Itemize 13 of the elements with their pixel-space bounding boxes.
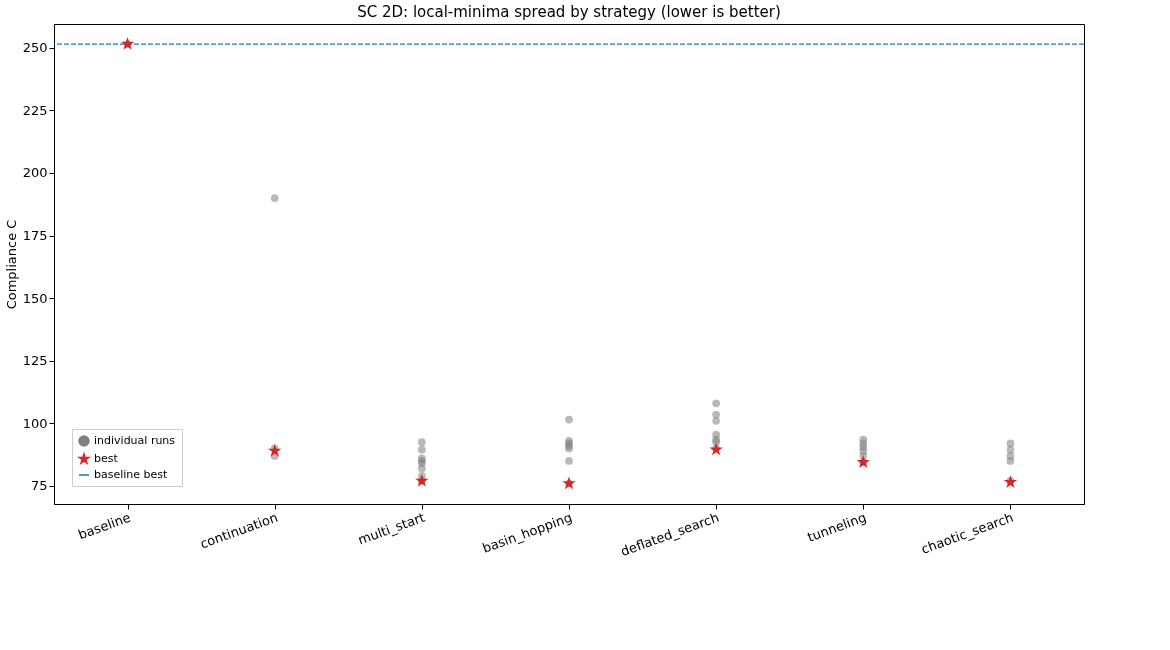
- y-tick-label: 125: [22, 353, 48, 369]
- y-axis-title: Compliance C: [3, 219, 19, 310]
- legend-label: baseline best: [94, 468, 169, 481]
- legend-label: individual runs: [94, 434, 176, 447]
- y-tick-label: 75: [30, 478, 48, 494]
- legend-label: best: [94, 452, 119, 465]
- y-tick-label: 200: [22, 165, 48, 181]
- y-tick-label: 250: [22, 40, 48, 56]
- y-tick-label: 225: [22, 102, 48, 118]
- y-tick-label: 150: [22, 290, 48, 306]
- chart-title: SC 2D: local-minima spread by strategy (lower is better): [357, 3, 781, 21]
- y-tick-label: 100: [22, 415, 48, 431]
- y-tick-label: 175: [22, 228, 48, 244]
